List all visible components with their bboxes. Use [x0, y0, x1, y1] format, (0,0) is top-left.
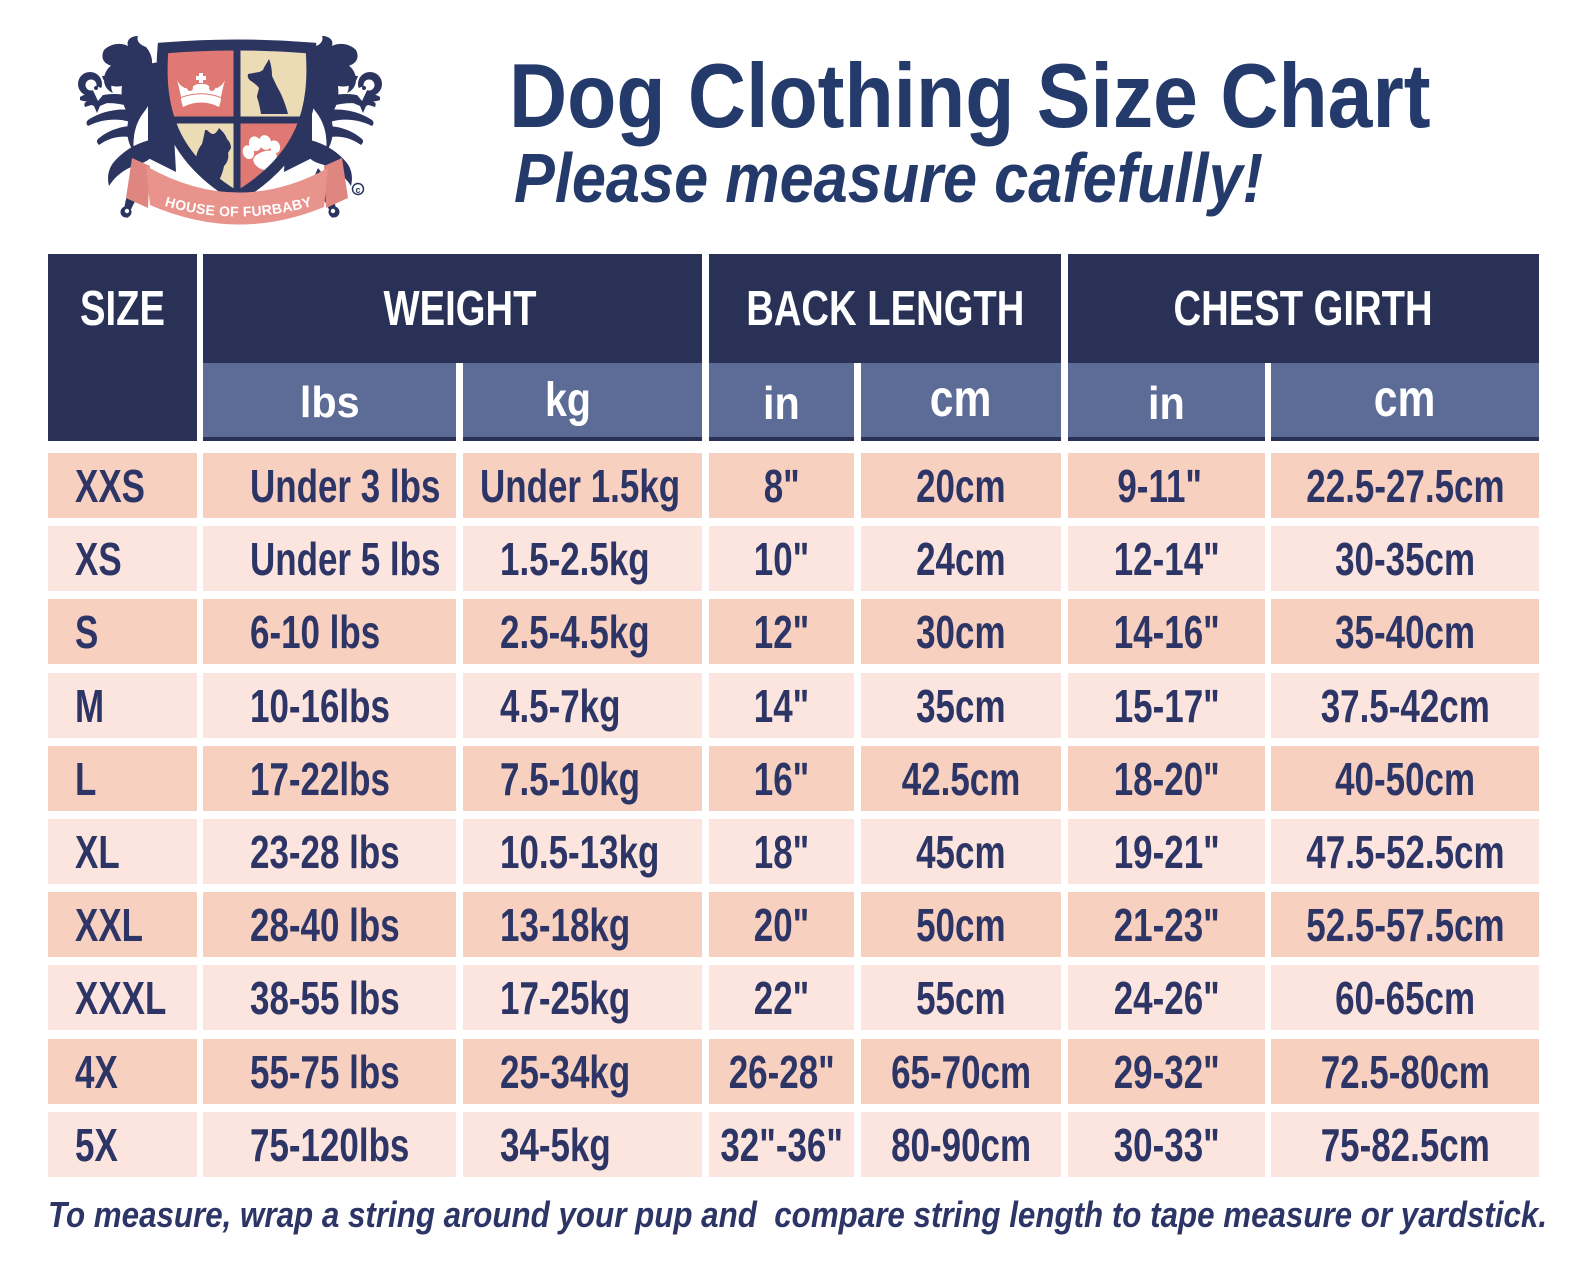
svg-text:c: c — [355, 185, 360, 195]
